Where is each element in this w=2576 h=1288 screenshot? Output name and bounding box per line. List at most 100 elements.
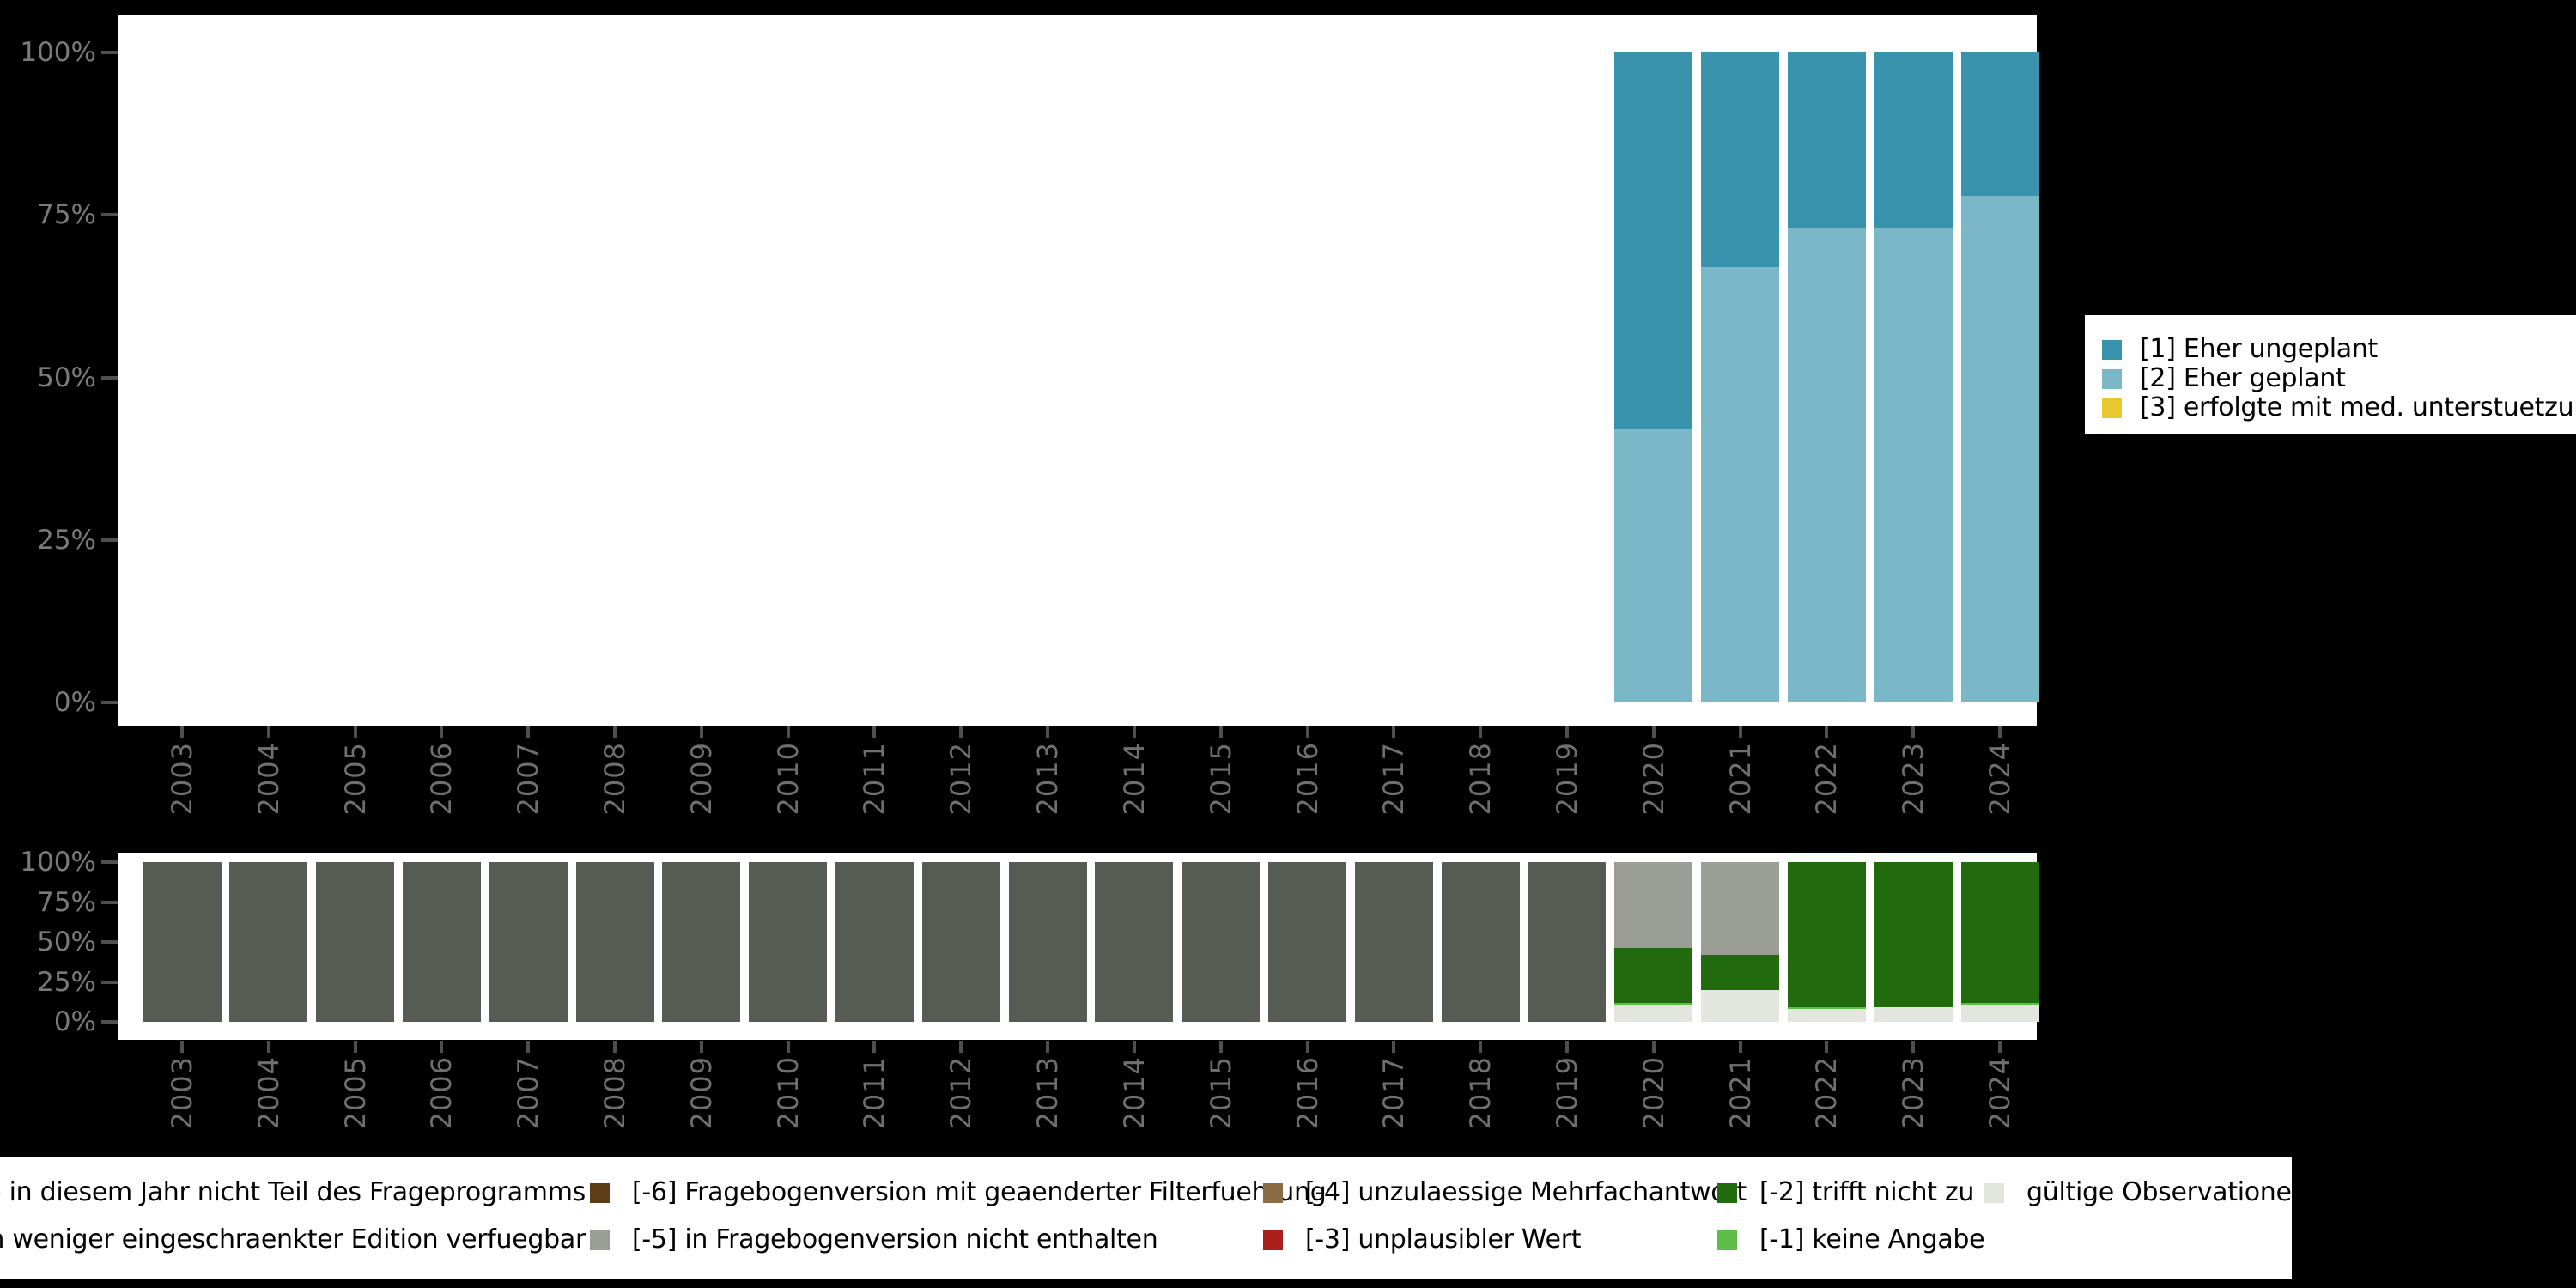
year-label: 2018: [1464, 742, 1497, 828]
bar-segment: [1787, 228, 1866, 702]
year-label-text: 2019: [1550, 1056, 1583, 1130]
year-label-text: 2016: [1291, 1056, 1324, 1130]
year-label: 2011: [858, 1056, 891, 1142]
legend-label: gültige Observationen: [2026, 1177, 2292, 1207]
bar-segment: [1874, 228, 1953, 702]
year-label: 2009: [685, 1056, 718, 1142]
x-axis-tick: [266, 726, 270, 738]
x-axis-tick: [1132, 726, 1136, 738]
y-axis-tick: [101, 860, 118, 864]
x-axis-tick: [1305, 726, 1309, 738]
bar-segment: [1441, 862, 1520, 1022]
year-label-text: 2021: [1723, 742, 1757, 816]
year-label: 2006: [425, 742, 459, 828]
bar-2004: [229, 862, 308, 1022]
y-axis-label: 50%: [37, 361, 96, 393]
y-axis-label: 100%: [20, 847, 96, 878]
year-label-text: 2019: [1550, 742, 1583, 816]
year-label: 2017: [1377, 1056, 1411, 1142]
x-axis-tick: [1825, 1041, 1829, 1053]
year-label-text: 2003: [166, 1056, 198, 1130]
x-axis-tick: [613, 1041, 617, 1053]
x-axis-tick: [959, 726, 963, 738]
year-label: 2014: [1117, 742, 1151, 828]
legend-label: [-6] Fragebogenversion mit geaenderter F…: [632, 1177, 1327, 1207]
x-axis-tick: [786, 1041, 790, 1053]
year-label: 2006: [425, 1056, 458, 1142]
x-axis-tick: [1738, 726, 1742, 738]
year-label-text: 2015: [1204, 742, 1237, 816]
legend-label: [-4] unzulaessige Mehrfachantwort: [1305, 1177, 1747, 1207]
x-axis-tick: [786, 726, 790, 738]
legend-label: [2] Eher geplant: [2140, 363, 2346, 393]
bar-2006: [402, 862, 481, 1022]
bar-2011: [835, 862, 914, 1022]
bar-2008: [575, 862, 654, 1022]
y-axis-tick: [101, 980, 118, 984]
bar-segment: [749, 862, 828, 1022]
y-axis-tick: [101, 375, 118, 380]
y-axis-tick: [101, 900, 118, 904]
bar-segment: [1960, 52, 2039, 196]
bar-2003: [143, 862, 222, 1022]
x-axis-tick: [613, 726, 617, 738]
year-label-text: 2022: [1810, 742, 1844, 816]
year-label-text: 2024: [1984, 1056, 2016, 1130]
bar-segment: [229, 862, 308, 1022]
legend-swatch: [2102, 398, 2122, 418]
bar-segment: [489, 862, 568, 1022]
year-label: 2020: [1637, 742, 1670, 828]
year-label-text: 2012: [945, 1056, 978, 1130]
year-label: 2017: [1377, 742, 1410, 828]
year-label: 2016: [1291, 1056, 1324, 1142]
year-label-text: 2023: [1897, 1056, 1930, 1130]
bar-2020: [1614, 862, 1693, 1022]
bar-2014: [1095, 862, 1174, 1022]
y-axis-tick: [101, 538, 118, 542]
x-axis-tick: [1218, 726, 1223, 738]
year-label-text: 2014: [1117, 742, 1151, 816]
x-axis-tick: [1998, 726, 2002, 738]
year-label: 2004: [252, 742, 285, 828]
x-axis-tick: [1479, 1041, 1483, 1053]
x-axis-tick: [353, 1041, 357, 1053]
bar-segment: [1614, 948, 1693, 1003]
bar-2022: [1787, 52, 1866, 702]
year-label: 2010: [772, 1056, 805, 1142]
bar-segment: [1787, 1009, 1866, 1022]
bar-segment: [921, 862, 1000, 1022]
legend-label-clipped: nur in weniger eingeschraenkter Edition …: [0, 1224, 586, 1255]
bar-2007: [489, 862, 568, 1022]
year-label: 2015: [1204, 742, 1237, 828]
year-label-text: 2013: [1031, 1056, 1065, 1130]
year-label: 2022: [1810, 1056, 1843, 1142]
bar-2022: [1787, 862, 1866, 1022]
year-label: 2014: [1117, 1056, 1151, 1142]
bar-segment: [1614, 1002, 1693, 1005]
x-axis-tick: [1564, 1041, 1569, 1053]
x-axis-tick: [699, 726, 703, 738]
bar-segment: [316, 862, 395, 1022]
year-label-text: 2018: [1464, 1056, 1498, 1130]
year-label-text: 2017: [1377, 1056, 1411, 1130]
year-label: 2024: [1984, 1056, 2016, 1142]
year-label-text: 2014: [1117, 1056, 1151, 1130]
bar-segment: [1095, 862, 1174, 1022]
year-label-text: 2016: [1291, 742, 1324, 816]
bar-2018: [1441, 862, 1520, 1022]
year-label: 2023: [1897, 742, 1929, 828]
bar-segment: [1701, 954, 1780, 990]
year-label: 2022: [1810, 742, 1844, 828]
x-axis-tick: [1911, 726, 1916, 738]
bar-segment: [402, 862, 481, 1022]
year-label: 2013: [1031, 742, 1064, 828]
bar-2016: [1268, 862, 1347, 1022]
legend-swatch: [590, 1230, 610, 1250]
year-label-text: 2006: [425, 742, 459, 816]
year-label-text: 2011: [858, 1056, 891, 1130]
y-axis-tick: [101, 1020, 118, 1024]
year-label-text: 2009: [684, 742, 718, 816]
legend-swatch: [590, 1182, 610, 1203]
year-label: 2019: [1550, 742, 1583, 828]
year-label: 2007: [512, 742, 544, 828]
